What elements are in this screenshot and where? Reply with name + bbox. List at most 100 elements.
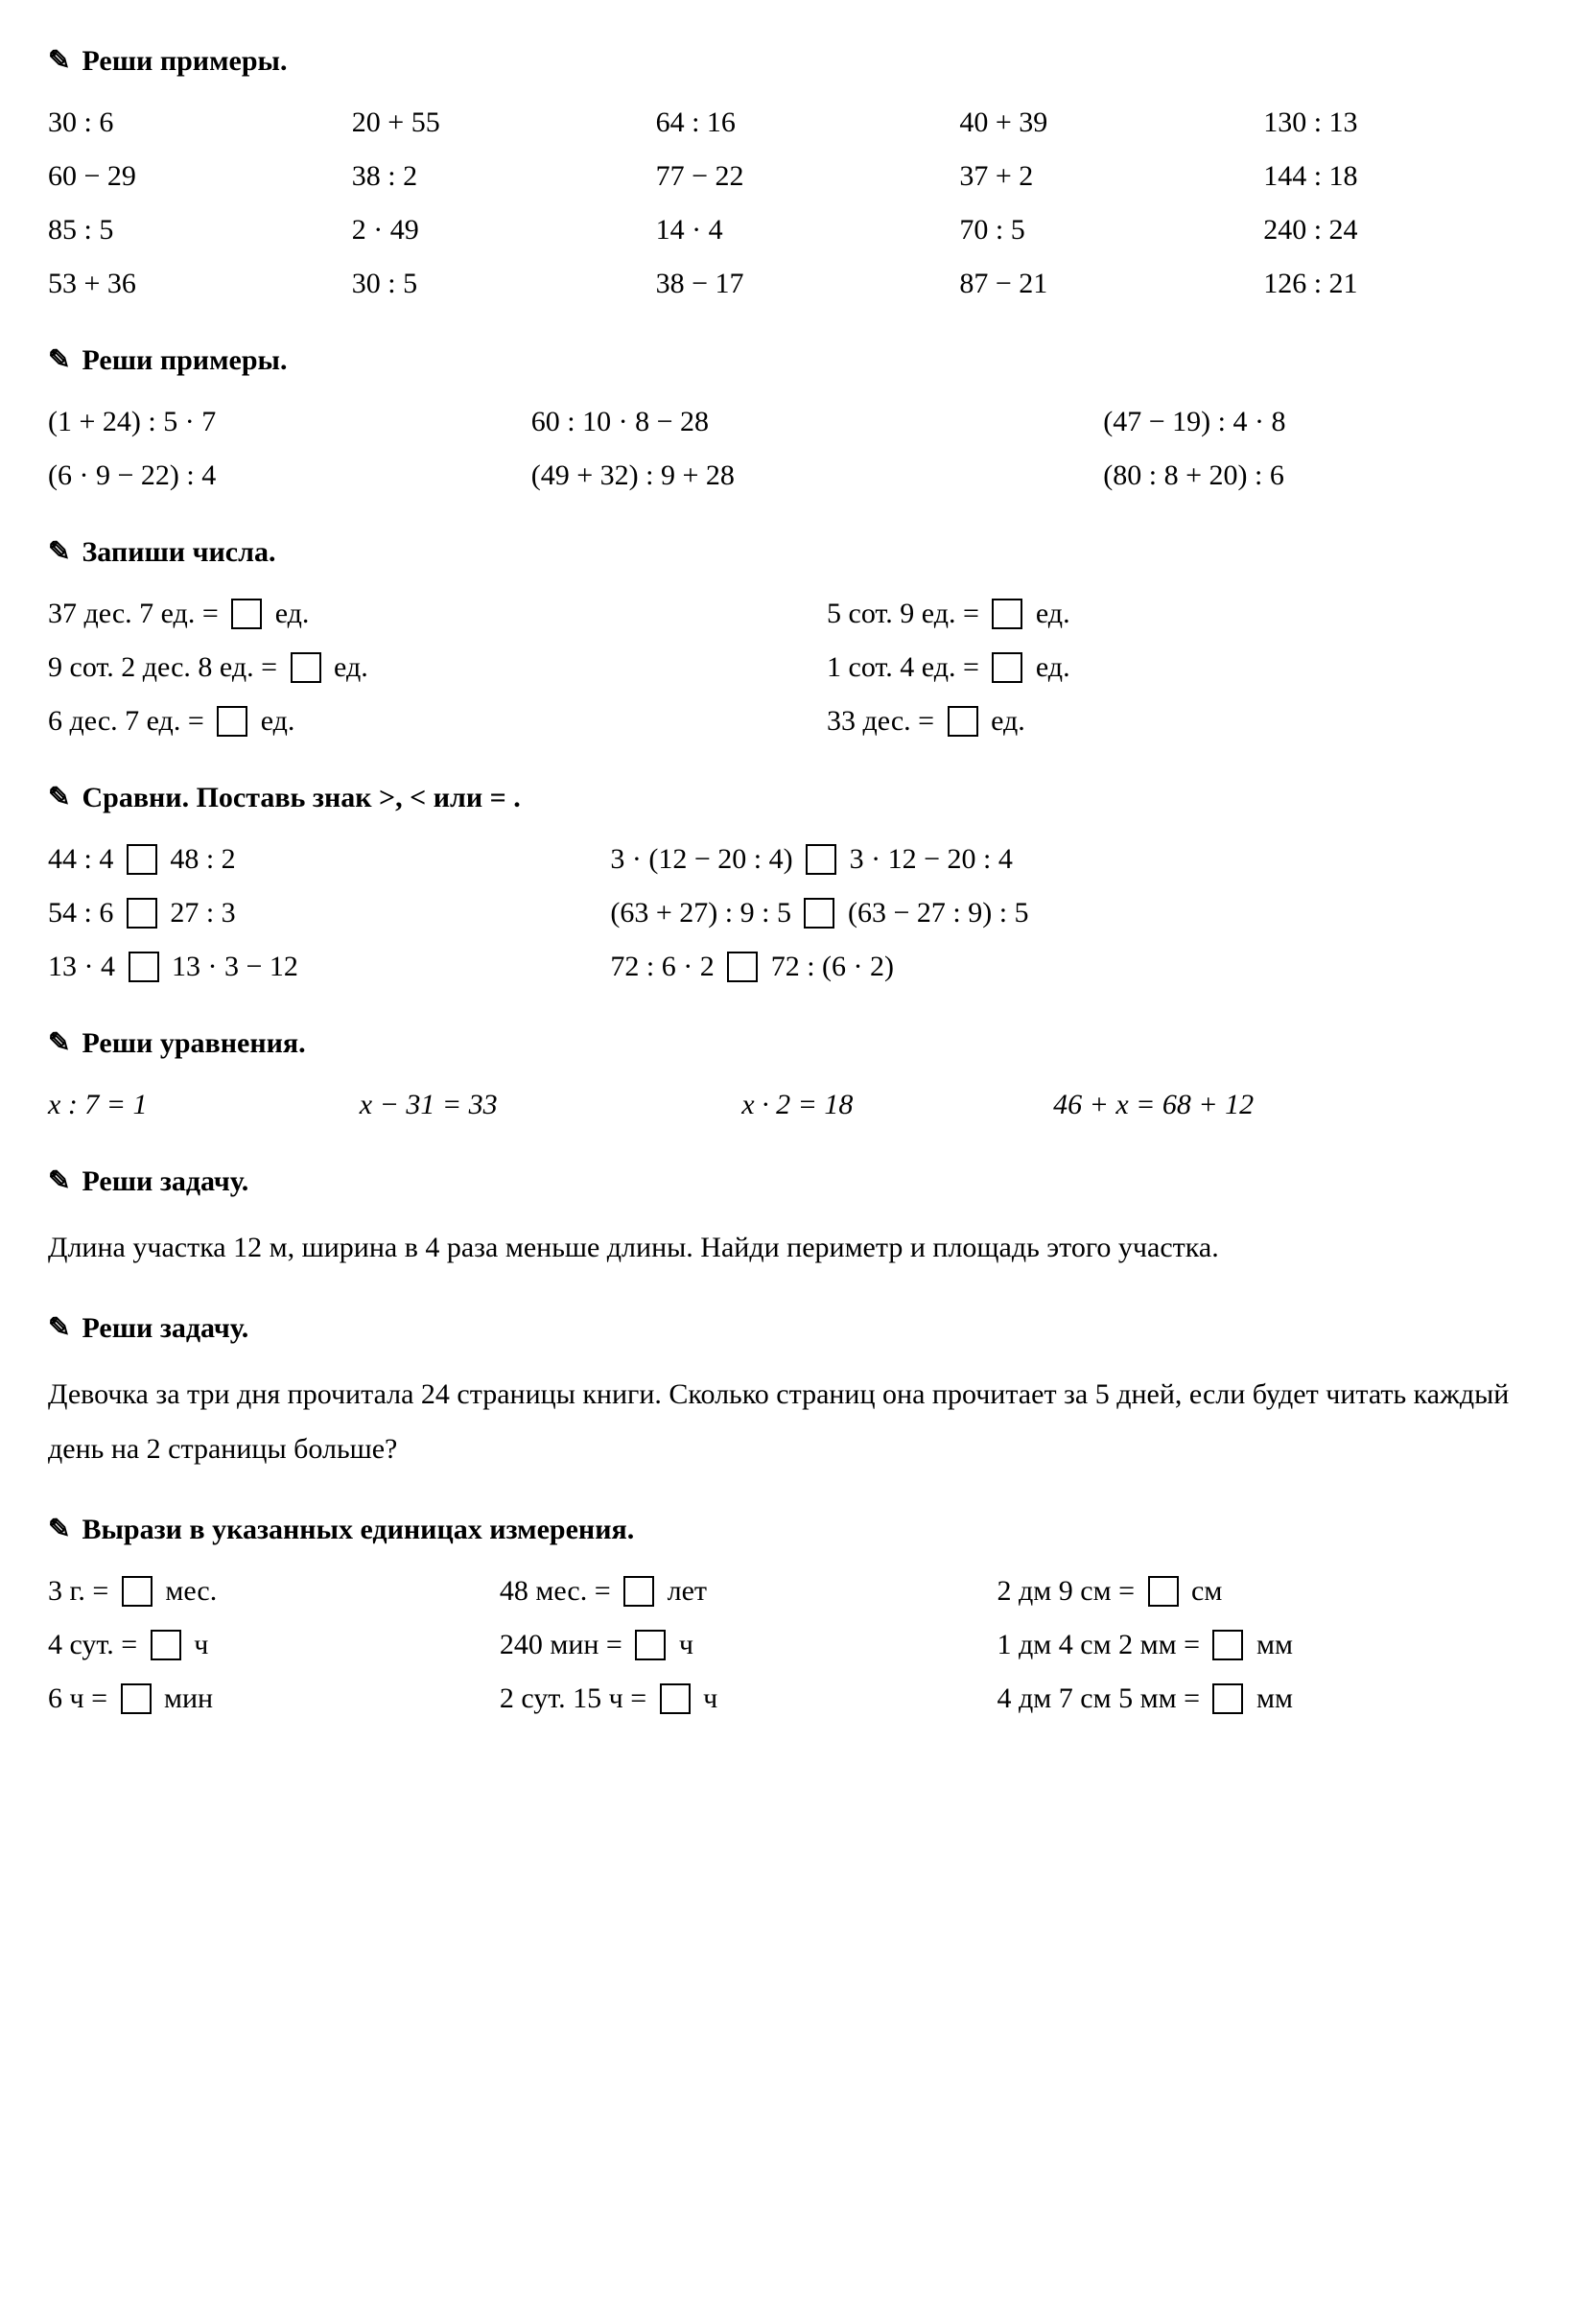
answer-box[interactable] bbox=[635, 1630, 666, 1660]
example-cell: 87 − 21 bbox=[959, 261, 1244, 307]
compare-cell: (63 + 27) : 9 : 5 (63 − 27 : 9) : 5 bbox=[610, 890, 1548, 936]
pencil-icon: ✎ bbox=[48, 1509, 70, 1552]
answer-box[interactable] bbox=[623, 1576, 654, 1607]
text-before: 1 дм 4 см 2 мм = bbox=[998, 1629, 1208, 1660]
pencil-icon: ✎ bbox=[48, 531, 70, 575]
answer-box[interactable] bbox=[217, 706, 247, 737]
answer-box[interactable] bbox=[948, 706, 978, 737]
text-before: 3 г. = bbox=[48, 1575, 116, 1607]
answer-box[interactable] bbox=[992, 652, 1022, 683]
equations-grid: x : 7 = 1 x − 31 = 33 x · 2 = 18 46 + x … bbox=[48, 1082, 1548, 1128]
units-grid: 3 г. = мес.48 мес. = лет2 дм 9 см = см4 … bbox=[48, 1568, 1548, 1722]
unit-cell: 3 г. = мес. bbox=[48, 1568, 461, 1614]
example-cell: 130 : 13 bbox=[1263, 100, 1548, 146]
example-cell: (6 · 9 − 22) : 4 bbox=[48, 453, 493, 499]
answer-box[interactable] bbox=[231, 599, 262, 629]
unit-cell: 240 мин = ч bbox=[500, 1622, 959, 1668]
section-compare: ✎ Сравни. Поставь знак >, < или = . 44 :… bbox=[48, 775, 1548, 990]
problem-text: Длина участка 12 м, ширина в 4 раза мень… bbox=[48, 1220, 1548, 1275]
pencil-icon: ✎ bbox=[48, 777, 70, 820]
section-title: Реши задачу. bbox=[82, 1159, 248, 1205]
text-after: см bbox=[1185, 1575, 1223, 1607]
section-equations: ✎ Реши уравнения. x : 7 = 1 x − 31 = 33 … bbox=[48, 1021, 1548, 1128]
number-cell: 33 дес. = ед. bbox=[827, 698, 1548, 744]
text-before: 6 ч = bbox=[48, 1682, 115, 1714]
answer-box[interactable] bbox=[122, 1576, 153, 1607]
example-cell: 64 : 16 bbox=[656, 100, 941, 146]
answer-box[interactable] bbox=[660, 1683, 691, 1714]
text-after: ед. bbox=[1028, 651, 1069, 683]
compare-cell: 54 : 6 27 : 3 bbox=[48, 890, 552, 936]
text-after: 13 · 3 − 12 bbox=[165, 951, 298, 982]
answer-box[interactable] bbox=[1212, 1630, 1243, 1660]
answer-box[interactable] bbox=[992, 599, 1022, 629]
section-title: Вырази в указанных единицах измерения. bbox=[82, 1507, 634, 1553]
answer-box[interactable] bbox=[291, 652, 321, 683]
section-header: ✎ Сравни. Поставь знак >, < или = . bbox=[48, 775, 1548, 821]
example-cell: 53 + 36 bbox=[48, 261, 333, 307]
text-before: 33 дес. = bbox=[827, 705, 942, 737]
section-solve-examples-2: ✎ Реши примеры. (1 + 24) : 5 · 760 : 10 … bbox=[48, 338, 1548, 499]
section-header: ✎ Реши примеры. bbox=[48, 38, 1548, 84]
text-before: 4 дм 7 см 5 мм = bbox=[998, 1682, 1208, 1714]
compare-cell: 72 : 6 · 2 72 : (6 · 2) bbox=[610, 944, 1548, 990]
example-cell: 20 + 55 bbox=[352, 100, 637, 146]
answer-box[interactable] bbox=[1212, 1683, 1243, 1714]
compare-cell: 13 · 4 13 · 3 − 12 bbox=[48, 944, 552, 990]
text-before: 44 : 4 bbox=[48, 843, 121, 875]
text-after: лет bbox=[660, 1575, 707, 1607]
example-cell: 40 + 39 bbox=[959, 100, 1244, 146]
answer-box[interactable] bbox=[151, 1630, 181, 1660]
unit-cell: 4 сут. = ч bbox=[48, 1622, 461, 1668]
text-before: 4 сут. = bbox=[48, 1629, 145, 1660]
answer-box[interactable] bbox=[804, 898, 834, 929]
section-header: ✎ Реши уравнения. bbox=[48, 1021, 1548, 1067]
section-write-numbers: ✎ Запиши числа. 37 дес. 7 ед. = ед.5 сот… bbox=[48, 529, 1548, 744]
answer-box[interactable] bbox=[1148, 1576, 1179, 1607]
example-cell: 60 : 10 · 8 − 28 bbox=[531, 399, 1066, 445]
section-title: Сравни. Поставь знак >, < или = . bbox=[82, 775, 520, 821]
text-after: 27 : 3 bbox=[163, 897, 236, 929]
text-after: ед. bbox=[327, 651, 368, 683]
text-before: 48 мес. = bbox=[500, 1575, 618, 1607]
numbers-grid: 37 дес. 7 ед. = ед.5 сот. 9 ед. = ед.9 с… bbox=[48, 591, 1548, 744]
example-cell: (1 + 24) : 5 · 7 bbox=[48, 399, 493, 445]
example-cell: 38 − 17 bbox=[656, 261, 941, 307]
unit-cell: 2 сут. 15 ч = ч bbox=[500, 1676, 959, 1722]
pencil-icon: ✎ bbox=[48, 1161, 70, 1204]
section-header: ✎ Запиши числа. bbox=[48, 529, 1548, 576]
text-before: 240 мин = bbox=[500, 1629, 630, 1660]
unit-cell: 48 мес. = лет bbox=[500, 1568, 959, 1614]
example-cell: 126 : 21 bbox=[1263, 261, 1548, 307]
answer-box[interactable] bbox=[806, 844, 836, 875]
example-cell: 240 : 24 bbox=[1263, 207, 1548, 253]
section-header: ✎ Реши задачу. bbox=[48, 1159, 1548, 1205]
equation: x : 7 = 1 bbox=[48, 1082, 331, 1128]
example-cell: (80 : 8 + 20) : 6 bbox=[1103, 453, 1548, 499]
example-cell: 2 · 49 bbox=[352, 207, 637, 253]
compare-cell: 44 : 4 48 : 2 bbox=[48, 836, 552, 882]
section-header: ✎ Вырази в указанных единицах измерения. bbox=[48, 1507, 1548, 1553]
section-title: Запиши числа. bbox=[82, 529, 275, 576]
answer-box[interactable] bbox=[727, 952, 758, 982]
section-units: ✎ Вырази в указанных единицах измерения.… bbox=[48, 1507, 1548, 1722]
answer-box[interactable] bbox=[129, 952, 159, 982]
equation: 46 + x = 68 + 12 bbox=[1053, 1082, 1548, 1128]
example-cell: (47 − 19) : 4 · 8 bbox=[1103, 399, 1548, 445]
pencil-icon: ✎ bbox=[48, 340, 70, 383]
compare-cell: 3 · (12 − 20 : 4) 3 · 12 − 20 : 4 bbox=[610, 836, 1548, 882]
answer-box[interactable] bbox=[127, 898, 157, 929]
text-after: ед. bbox=[1028, 598, 1069, 629]
section-header: ✎ Реши задачу. bbox=[48, 1305, 1548, 1352]
examples-grid: 30 : 620 + 5564 : 1640 + 39130 : 1360 − … bbox=[48, 100, 1548, 307]
number-cell: 6 дес. 7 ед. = ед. bbox=[48, 698, 769, 744]
answer-box[interactable] bbox=[127, 844, 157, 875]
text-before: 2 сут. 15 ч = bbox=[500, 1682, 654, 1714]
number-cell: 5 сот. 9 ед. = ед. bbox=[827, 591, 1548, 637]
pencil-icon: ✎ bbox=[48, 1023, 70, 1066]
text-after: мес. bbox=[158, 1575, 217, 1607]
example-cell: 70 : 5 bbox=[959, 207, 1244, 253]
section-title: Реши уравнения. bbox=[82, 1021, 305, 1067]
answer-box[interactable] bbox=[121, 1683, 152, 1714]
text-before: 1 сот. 4 ед. = bbox=[827, 651, 986, 683]
